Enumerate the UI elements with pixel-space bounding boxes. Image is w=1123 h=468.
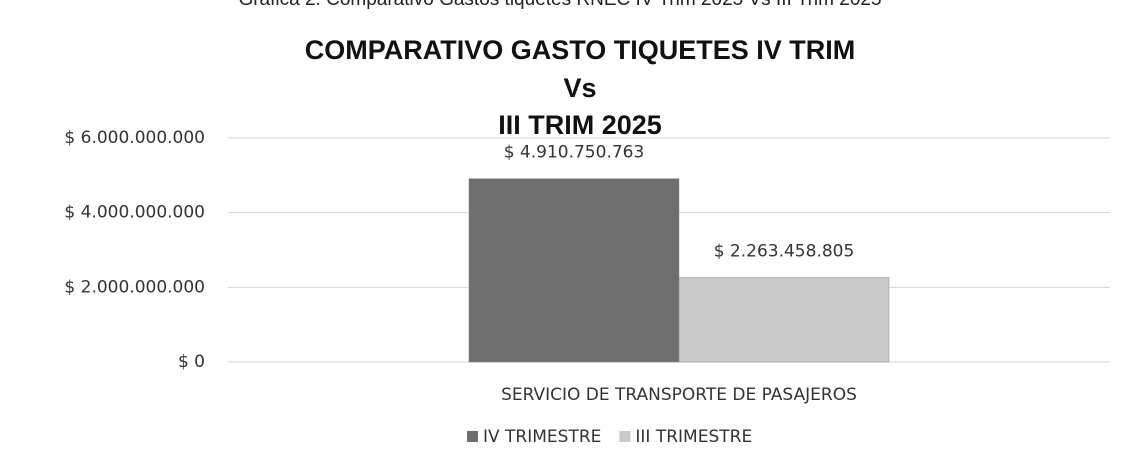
legend-swatch [467,431,478,442]
caption: Gráfica 2. Comparativo Gastos tiquetes R… [238,0,881,10]
y-tick-label: $ 4.000.000.000 [64,203,205,223]
chart-title: COMPARATIVO GASTO TIQUETES IV TRIM [305,35,856,65]
legend-label: III TRIMESTRE [635,427,752,447]
data-label: $ 4.910.750.763 [504,143,645,163]
bar [468,178,680,363]
chart-title: III TRIM 2025 [498,110,662,140]
legend-swatch [619,431,631,442]
bar [678,277,890,363]
chart-title: Vs [563,73,596,103]
data-label: $ 2.263.458.805 [714,241,855,261]
y-tick-label: $ 6.000.000.000 [64,128,205,148]
x-tick-label: SERVICIO DE TRANSPORTE DE PASAJEROS [501,385,857,405]
y-tick-label: $ 0 [178,352,205,372]
legend-label: IV TRIMESTRE [483,427,601,447]
y-tick-label: $ 2.000.000.000 [64,277,205,297]
